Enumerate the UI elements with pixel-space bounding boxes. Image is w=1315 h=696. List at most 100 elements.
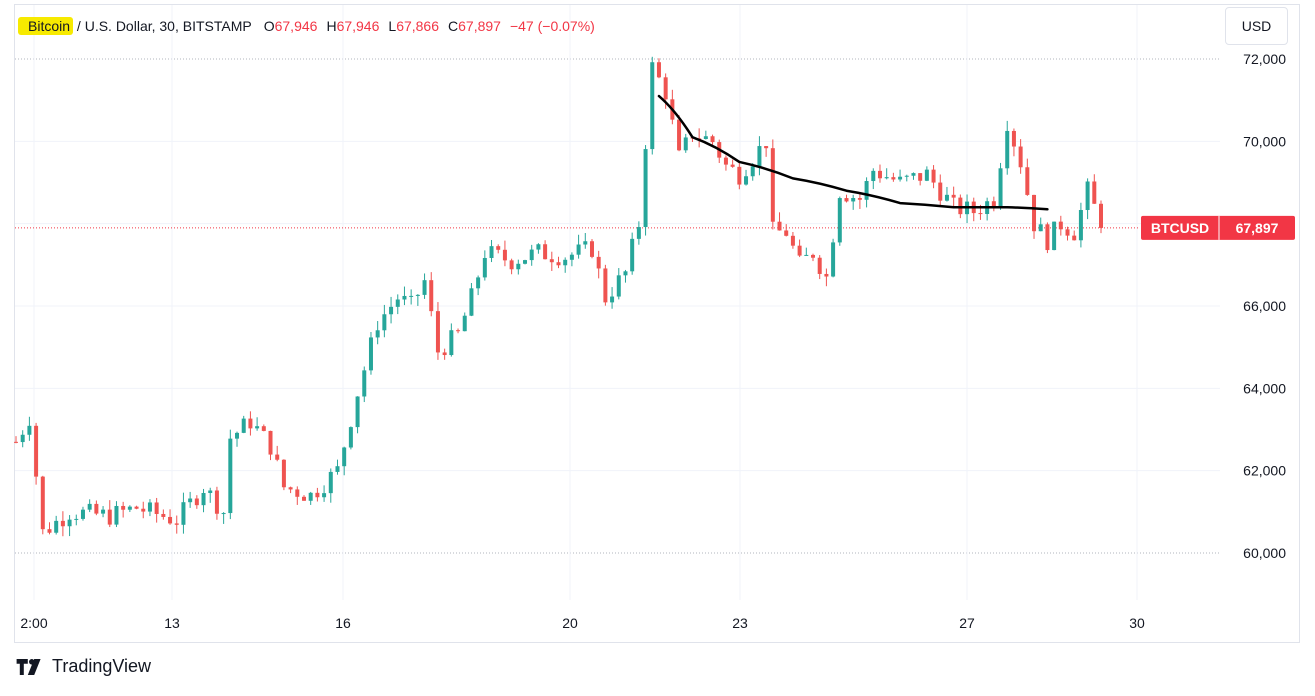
- candle-body: [14, 441, 18, 443]
- candle-body: [402, 295, 407, 300]
- candle-body: [281, 459, 286, 488]
- candle-body: [991, 201, 996, 208]
- candle-body: [630, 238, 635, 272]
- candle-body: [904, 175, 909, 177]
- candle-body: [1085, 181, 1090, 211]
- candle-body: [871, 170, 876, 182]
- candle-body: [67, 519, 72, 527]
- candle-body: [228, 438, 233, 514]
- candle-body: [34, 425, 39, 477]
- candle-body: [610, 296, 615, 303]
- chart-frame: [14, 4, 1300, 643]
- candle-body: [603, 268, 608, 303]
- x-tick-label: 13: [164, 615, 180, 631]
- candle-body: [382, 314, 387, 331]
- candle-body: [295, 489, 300, 497]
- candle-body: [154, 502, 159, 514]
- candle-body: [516, 263, 521, 270]
- candle-body: [616, 275, 621, 297]
- candle-body: [844, 198, 849, 202]
- candle-body: [643, 149, 648, 228]
- axes: 72,000 70,000 66,000 64,000 62,000 60,000 2:00…: [20, 51, 1295, 631]
- symbol-legend: Bitcoin / U.S. Dollar, 30, BITSTAMP O 67…: [18, 15, 604, 37]
- close-label: C: [448, 18, 459, 34]
- candle-body: [54, 520, 59, 533]
- candle-body: [1058, 221, 1063, 230]
- candle-body: [650, 62, 655, 150]
- candle-body: [74, 518, 79, 520]
- legend-separator: /: [73, 18, 85, 34]
- currency-button[interactable]: USD: [1225, 7, 1288, 45]
- candle-body: [1065, 229, 1070, 236]
- candle-body: [208, 490, 213, 493]
- candle-body: [811, 254, 816, 258]
- candle-body: [482, 257, 487, 278]
- y-tick-label: 70,000: [1243, 133, 1286, 149]
- low-label: L: [388, 18, 397, 34]
- candle-body: [469, 288, 474, 316]
- candle-body: [549, 259, 554, 263]
- candle-body: [101, 509, 106, 514]
- candle-body: [389, 306, 394, 315]
- candle-body: [496, 246, 501, 250]
- y-tick-label: 62,000: [1243, 463, 1286, 479]
- x-tick-label: 2:00: [20, 615, 47, 631]
- candle-body: [1099, 203, 1103, 228]
- candle-body: [429, 280, 434, 312]
- candle-body: [576, 244, 581, 255]
- candle-body: [958, 197, 963, 215]
- candle-body: [114, 505, 119, 525]
- candle-body: [777, 221, 782, 231]
- candle-body: [757, 146, 762, 167]
- candle-body: [677, 119, 682, 151]
- close-value: 67,897: [458, 18, 501, 34]
- candle-body: [174, 523, 179, 525]
- candle-body: [415, 294, 420, 296]
- candle-body: [80, 509, 85, 519]
- price-tag[interactable]: BTCUSD 67,897: [1141, 215, 1295, 240]
- candle-body: [255, 426, 260, 429]
- trendline[interactable]: [657, 94, 1049, 211]
- change-value: −47 (−0.07%): [509, 18, 595, 34]
- candle-body: [837, 198, 842, 243]
- symbol-description: U.S. Dollar, 30, BITSTAMP: [84, 18, 252, 34]
- candle-body: [911, 173, 916, 176]
- candle-body: [489, 246, 494, 258]
- candle-body: [663, 77, 668, 100]
- candle-body: [864, 181, 869, 200]
- y-tick-label: 60,000: [1243, 545, 1286, 561]
- candle-body: [248, 418, 253, 429]
- candle-body: [978, 213, 983, 215]
- candle-body: [275, 454, 280, 460]
- low-value: 67,866: [396, 18, 440, 34]
- candle-body: [502, 249, 507, 261]
- candle-body: [221, 513, 226, 515]
- candle-body: [1032, 194, 1037, 232]
- candle-body: [348, 427, 353, 448]
- footer-brand[interactable]: TradingView: [16, 656, 151, 677]
- candle-body: [168, 516, 173, 524]
- candle-body: [362, 370, 367, 397]
- tradingview-logo-icon: [16, 658, 41, 675]
- candle-body: [924, 169, 929, 181]
- candle-body: [141, 508, 146, 512]
- candle-body: [784, 230, 789, 236]
- candle-body: [790, 235, 795, 246]
- candle-body: [589, 241, 594, 257]
- candle-body: [214, 490, 219, 514]
- candle-body: [770, 148, 775, 222]
- candle-body: [301, 496, 306, 501]
- candle-body: [288, 487, 293, 490]
- candle-body: [456, 330, 461, 332]
- symbol-name[interactable]: Bitcoin: [18, 17, 74, 35]
- candle-body: [723, 157, 728, 165]
- candle-body: [944, 194, 949, 201]
- candle-body: [322, 493, 327, 498]
- candle-body: [328, 471, 333, 494]
- x-tick-label: 27: [959, 615, 975, 631]
- trendline-layer[interactable]: [657, 94, 1049, 211]
- candle-body: [737, 166, 742, 185]
- candle-body: [1052, 221, 1057, 251]
- candle-body: [536, 244, 541, 250]
